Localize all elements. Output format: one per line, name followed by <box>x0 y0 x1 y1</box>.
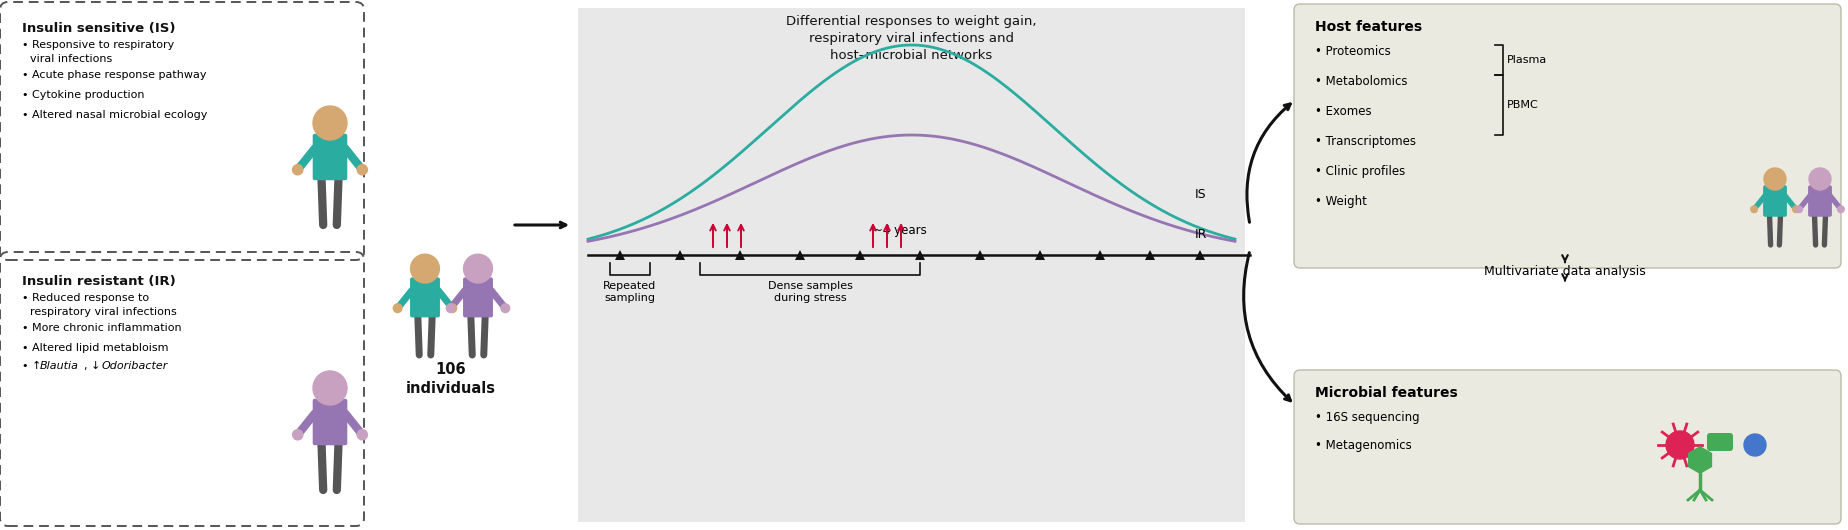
FancyBboxPatch shape <box>1294 4 1841 268</box>
FancyBboxPatch shape <box>312 134 347 180</box>
Circle shape <box>1763 168 1785 190</box>
Text: Multivariate data analysis: Multivariate data analysis <box>1484 266 1645 278</box>
Text: PBMC: PBMC <box>1506 100 1538 110</box>
Circle shape <box>1791 206 1798 213</box>
Circle shape <box>292 165 303 175</box>
Text: Blautia: Blautia <box>41 361 79 371</box>
Circle shape <box>501 304 510 313</box>
Circle shape <box>1807 168 1830 190</box>
Text: Microbial features: Microbial features <box>1314 386 1456 400</box>
Text: Plasma: Plasma <box>1506 55 1547 65</box>
Circle shape <box>410 254 440 283</box>
Circle shape <box>1750 206 1756 213</box>
FancyBboxPatch shape <box>410 277 440 317</box>
Text: IR: IR <box>1194 228 1207 242</box>
Text: • Reduced response to: • Reduced response to <box>22 293 150 303</box>
Circle shape <box>464 254 492 283</box>
Text: • More chronic inflammation: • More chronic inflammation <box>22 323 181 333</box>
Text: Host features: Host features <box>1314 20 1421 34</box>
Text: • 16S sequencing: • 16S sequencing <box>1314 411 1419 424</box>
FancyBboxPatch shape <box>462 277 493 317</box>
FancyBboxPatch shape <box>1706 433 1732 451</box>
FancyBboxPatch shape <box>1763 186 1785 217</box>
Text: • Metabolomics: • Metabolomics <box>1314 75 1406 88</box>
Text: • Acute phase response pathway: • Acute phase response pathway <box>22 70 207 80</box>
Circle shape <box>357 430 368 440</box>
Text: IS: IS <box>1194 189 1207 201</box>
Text: • Clinic profiles: • Clinic profiles <box>1314 165 1404 178</box>
Circle shape <box>1837 206 1842 213</box>
Circle shape <box>1665 431 1693 459</box>
Bar <box>578 8 1244 522</box>
Text: viral infections: viral infections <box>30 54 113 64</box>
Circle shape <box>292 430 303 440</box>
Text: • ↑: • ↑ <box>22 361 44 371</box>
Circle shape <box>447 304 456 313</box>
Text: • Weight: • Weight <box>1314 195 1366 208</box>
Text: respiratory viral infections: respiratory viral infections <box>30 307 177 317</box>
Circle shape <box>1743 434 1765 456</box>
Circle shape <box>312 106 347 140</box>
Circle shape <box>445 304 455 313</box>
Text: • Altered nasal microbial ecology: • Altered nasal microbial ecology <box>22 110 207 120</box>
Text: , ↓: , ↓ <box>83 361 103 371</box>
Text: • Cytokine production: • Cytokine production <box>22 90 144 100</box>
Circle shape <box>1794 206 1802 213</box>
Circle shape <box>357 165 368 175</box>
FancyBboxPatch shape <box>312 399 347 445</box>
Text: Differential responses to weight gain,
respiratory viral infections and
host–mic: Differential responses to weight gain, r… <box>785 15 1037 62</box>
Text: • Altered lipid metabloism: • Altered lipid metabloism <box>22 343 168 353</box>
Text: • Responsive to respiratory: • Responsive to respiratory <box>22 40 174 50</box>
FancyBboxPatch shape <box>1294 370 1841 524</box>
Circle shape <box>394 304 401 313</box>
Text: 106
individuals: 106 individuals <box>407 362 495 395</box>
Circle shape <box>312 371 347 405</box>
Text: • Exomes: • Exomes <box>1314 105 1371 118</box>
Text: Insulin sensitive (IS): Insulin sensitive (IS) <box>22 22 176 35</box>
Text: • Proteomics: • Proteomics <box>1314 45 1390 58</box>
Text: Odoribacter: Odoribacter <box>102 361 168 371</box>
FancyBboxPatch shape <box>1807 186 1831 217</box>
Text: ~4 years: ~4 years <box>872 224 926 237</box>
Text: • Metagenomics: • Metagenomics <box>1314 439 1412 452</box>
Text: • Transcriptomes: • Transcriptomes <box>1314 135 1416 148</box>
Text: Dense samples
during stress: Dense samples during stress <box>767 281 852 303</box>
Text: Repeated
sampling: Repeated sampling <box>602 281 656 303</box>
Text: Insulin resistant (IR): Insulin resistant (IR) <box>22 275 176 288</box>
